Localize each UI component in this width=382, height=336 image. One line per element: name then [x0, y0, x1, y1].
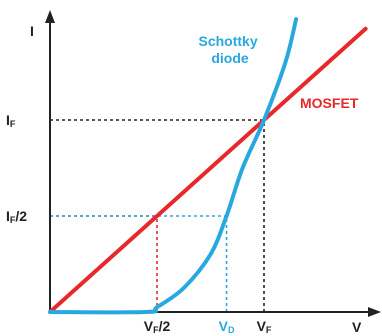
- x-tick-label-1: VD: [219, 318, 235, 335]
- x-tick-label-2: VF: [257, 318, 272, 335]
- mosfet-series-label: MOSFET: [300, 95, 359, 111]
- x-axis-label: V: [352, 319, 362, 335]
- schottky-series-label: Schottky diode: [198, 33, 261, 66]
- tick-labels: VF/2 VD VF IF IF/2: [6, 112, 272, 335]
- series-line-mosfet: [48, 26, 368, 314]
- x-axis-arrow: [368, 307, 381, 317]
- series-lines: [48, 17, 368, 315]
- x-tick-label-0: VF/2: [144, 318, 171, 335]
- schottky-label-line-2: diode: [211, 50, 249, 66]
- y-tick-label-1: IF/2: [6, 208, 27, 225]
- series-line-schottky-diode: [48, 17, 299, 315]
- guide-lines: [50, 119, 265, 312]
- schottky-label-line-1: Schottky: [198, 33, 257, 49]
- y-axis-arrow: [45, 10, 55, 23]
- y-axis-label: I: [30, 23, 34, 39]
- chart-labels: I V MOSFET Schottky diode: [30, 23, 362, 335]
- y-tick-label-0: IF: [6, 112, 16, 129]
